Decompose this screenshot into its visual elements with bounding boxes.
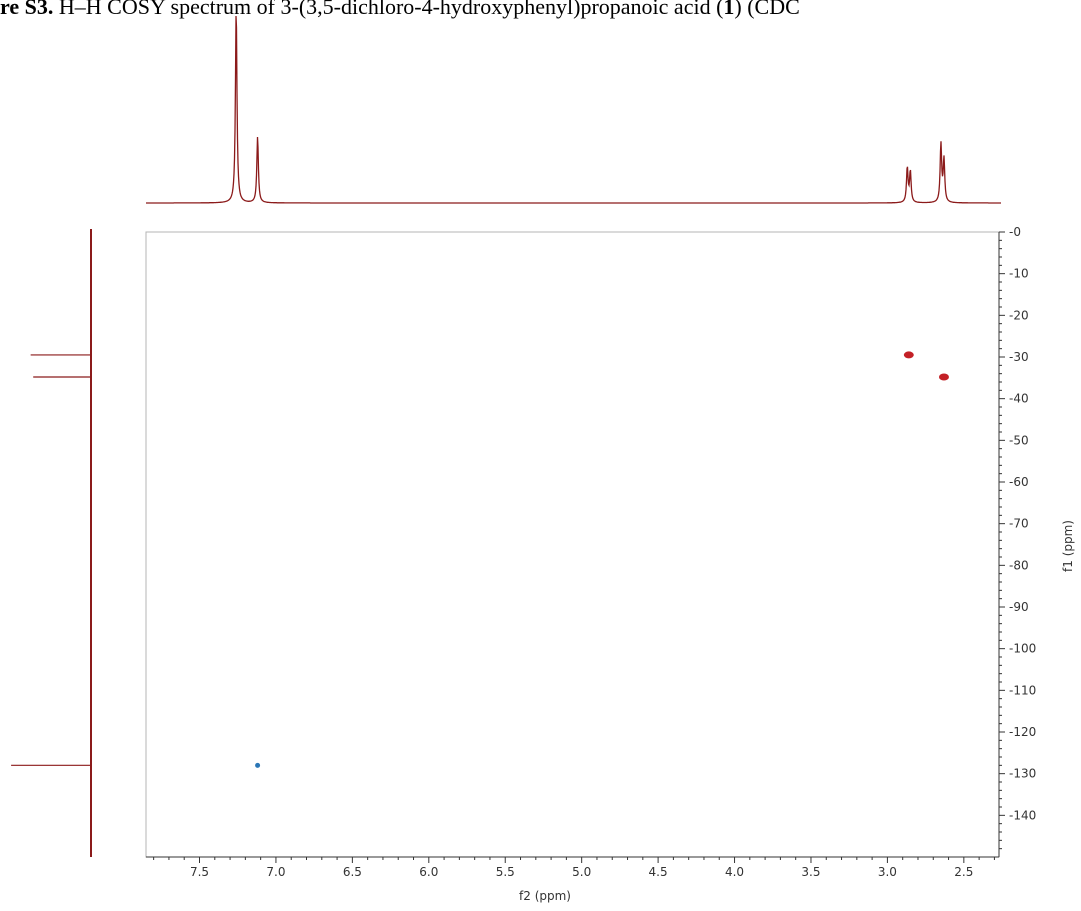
- x-tick-label: 5.0: [572, 865, 591, 879]
- y-tick-label: -40: [1009, 392, 1029, 406]
- y-tick-label: -110: [1009, 683, 1036, 697]
- y-tick-label: -0: [1009, 225, 1021, 239]
- x-tick-label: 7.0: [266, 865, 285, 879]
- caption-suffix: ) (CDC: [734, 0, 800, 19]
- plot-frame: [145, 231, 1000, 858]
- x-tick-label: 6.0: [419, 865, 438, 879]
- y-axis-title: f1 (ppm): [1061, 520, 1075, 572]
- cross-peak: [903, 351, 914, 359]
- y-tick-label: -140: [1009, 808, 1036, 822]
- y-tick-label: -60: [1009, 475, 1029, 489]
- x-tick-label: 7.5: [190, 865, 209, 879]
- top-projection: [146, 15, 1001, 204]
- y-axis: -0 -10 -20 -30 -40 -50 -60 -70 -80 -90 -100 -110 -12…: [998, 225, 1036, 857]
- y-tick-label: -80: [1009, 558, 1029, 572]
- x-tick-label: 5.5: [496, 865, 515, 879]
- x-tick-label: 3.5: [801, 865, 820, 879]
- y-tick-label: -100: [1009, 642, 1036, 656]
- y-tick-label: -30: [1009, 350, 1029, 364]
- y-tick-label: -130: [1009, 767, 1036, 781]
- x-tick-label: 3.0: [878, 865, 897, 879]
- x-tick-label: 6.5: [343, 865, 362, 879]
- cross-peaks: [255, 351, 949, 768]
- y-tick-label: -50: [1009, 433, 1029, 447]
- cross-peak: [938, 373, 949, 381]
- top-projection-trace: [146, 15, 1001, 204]
- y-tick-label: -70: [1009, 517, 1029, 531]
- caption-text: H–H COSY spectrum of 3-(3,5-dichloro-4-h…: [53, 0, 724, 19]
- y-tick-label: -10: [1009, 267, 1029, 281]
- y-tick-label: -90: [1009, 600, 1029, 614]
- x-axis-title: f2 (ppm): [519, 889, 571, 903]
- x-tick-label: 2.5: [954, 865, 973, 879]
- x-tick-label: 4.0: [725, 865, 744, 879]
- left-projection: [11, 229, 92, 857]
- x-axis: 7.5 7.0 6.5 6.0 5.5 5.0 4.5 4.0 3.5 3.0 2.5: [146, 856, 999, 879]
- caption-compound: 1: [723, 0, 735, 19]
- figure-caption: re S3. H–H COSY spectrum of 3-(3,5-dichl…: [0, 0, 1081, 20]
- cross-peak: [255, 762, 261, 768]
- y-tick-label: -120: [1009, 725, 1036, 739]
- caption-label: re S3.: [0, 0, 54, 19]
- x-tick-label: 4.5: [649, 865, 668, 879]
- y-tick-label: -20: [1009, 308, 1029, 322]
